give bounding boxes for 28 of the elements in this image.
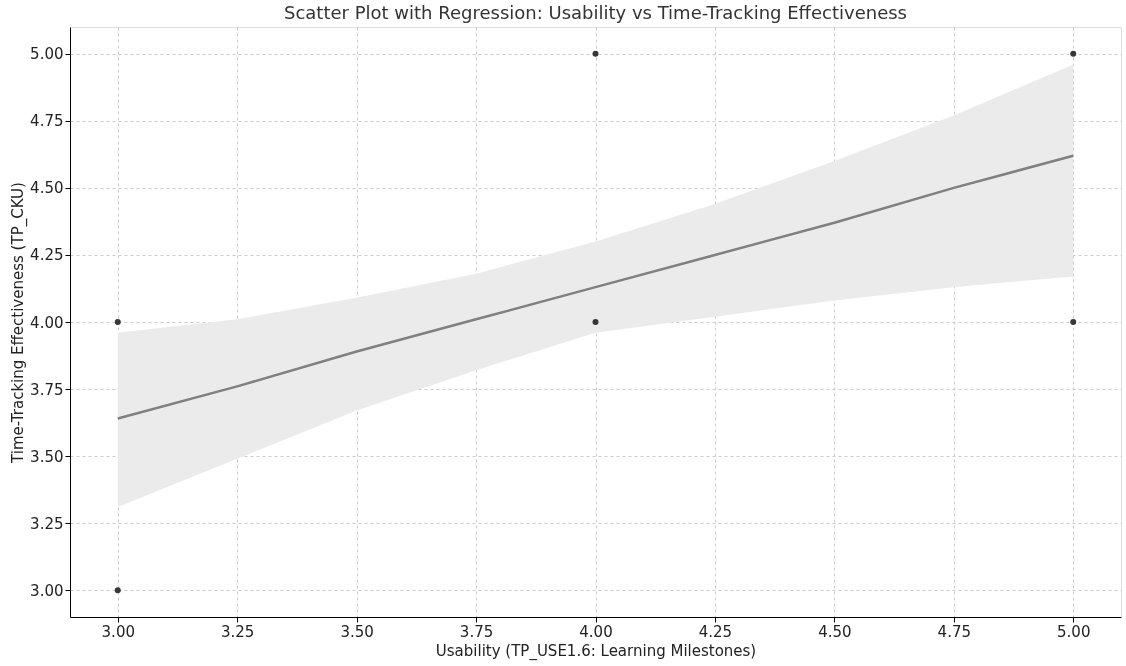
y-tick-label: 4.50 bbox=[30, 179, 64, 198]
point bbox=[1070, 319, 1077, 325]
x-tick-label: 4.25 bbox=[698, 622, 733, 641]
point bbox=[114, 587, 121, 594]
y-tick-label: 5.00 bbox=[30, 45, 64, 64]
y-tick-label: 3.75 bbox=[30, 380, 64, 399]
y-tick-label: 4.25 bbox=[30, 246, 64, 265]
point bbox=[1070, 50, 1077, 57]
x-tick-label: 3.25 bbox=[221, 622, 255, 641]
x-tick-label: 3.50 bbox=[340, 622, 374, 641]
x-tick-label: 3.00 bbox=[101, 622, 135, 641]
x-tick-label: 5.00 bbox=[1057, 622, 1091, 641]
point bbox=[592, 50, 599, 57]
y-tick-label: 3.50 bbox=[30, 447, 64, 466]
y-tick-label: 3.00 bbox=[30, 581, 64, 600]
chart-title: Scatter Plot with Regression: Usability vs Time-Tracking Effectiveness bbox=[284, 2, 907, 23]
x-tick-label: 4.50 bbox=[818, 622, 852, 641]
x-tick-label: 4.75 bbox=[937, 622, 971, 641]
y-tick-label: 3.25 bbox=[30, 514, 64, 533]
point bbox=[114, 319, 121, 325]
x-axis-title: Usability (TP_USE1.6: Learning Milestones) bbox=[435, 641, 757, 661]
y-axis-title: Time-Tracking Effectiveness (TP_CKU) bbox=[9, 182, 29, 464]
point bbox=[592, 319, 599, 325]
x-tick-label: 3.75 bbox=[459, 622, 494, 641]
line-series bbox=[116, 154, 1075, 420]
y-tick-label: 4.75 bbox=[30, 112, 64, 131]
y-tick-label: 4.00 bbox=[30, 313, 64, 332]
x-tick-label: 4.00 bbox=[579, 622, 613, 641]
